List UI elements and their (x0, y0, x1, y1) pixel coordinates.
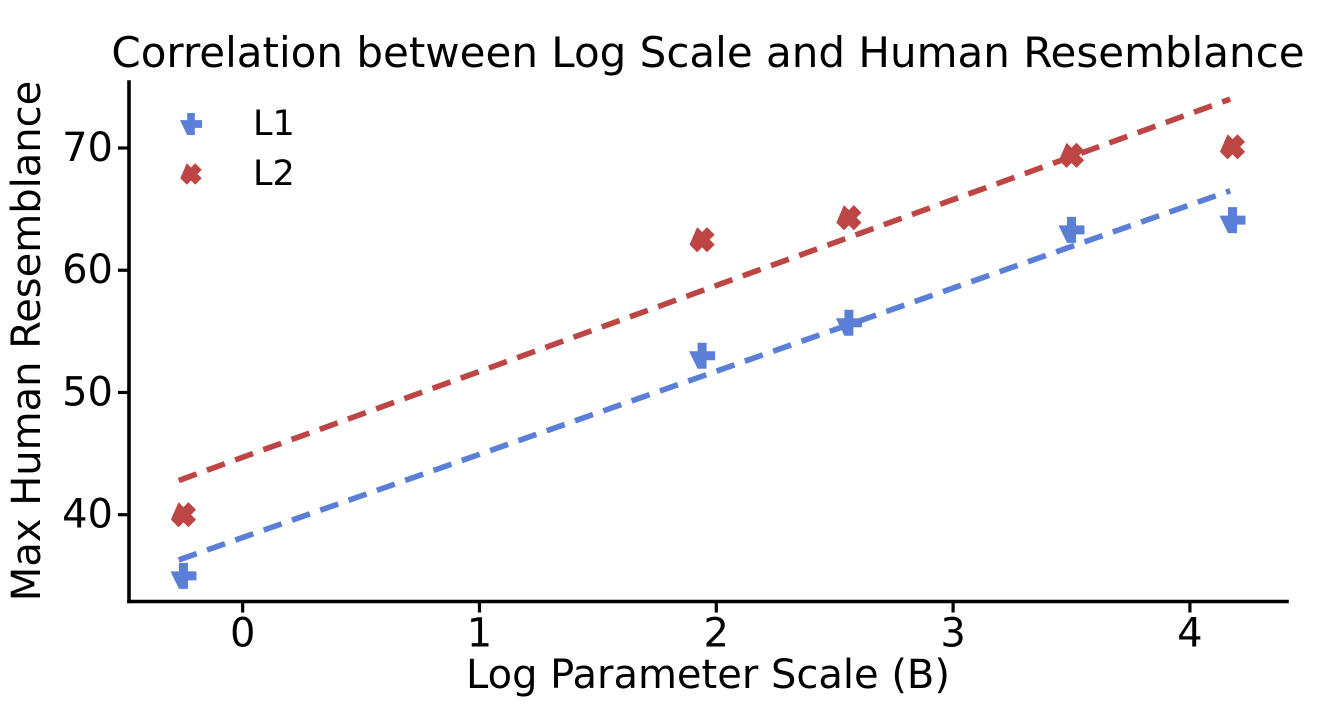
l2-point (170, 502, 197, 528)
l2-point (836, 205, 862, 231)
l1-point (1058, 216, 1085, 243)
y-axis-title: Max Human Resemblance (4, 81, 50, 601)
x-axis-ticks: 0 1 2 3 4 (230, 601, 1203, 657)
x-tick-label: 3 (940, 611, 965, 657)
l1-point (689, 342, 716, 369)
l2-point (689, 227, 715, 253)
y-tick-label: 50 (62, 369, 113, 415)
chart-title: Correlation between Log Scale and Human … (111, 28, 1304, 77)
l1-trend-line (177, 188, 1232, 563)
legend-label-l2: L2 (253, 154, 295, 194)
legend: L1 L2 (179, 104, 295, 194)
y-axis-ticks: 40 50 60 70 (62, 125, 129, 538)
l2-trend-line (177, 96, 1232, 484)
l1-point (1219, 207, 1246, 234)
l2-point (1219, 134, 1246, 160)
data-points-group (170, 134, 1246, 589)
legend-marker-l1 (179, 112, 203, 136)
legend-marker-l2 (180, 163, 202, 185)
y-tick-label: 60 (62, 247, 113, 293)
l1-point (835, 309, 862, 336)
x-tick-label: 2 (704, 611, 729, 657)
y-tick-label: 70 (62, 125, 113, 171)
legend-markers (179, 112, 203, 185)
x-tick-label: 0 (230, 611, 255, 657)
trend-lines-group (177, 96, 1232, 563)
l2-point (1058, 142, 1085, 168)
l1-point (170, 562, 197, 589)
legend-label-l1: L1 (253, 104, 295, 144)
x-axis-title: Log Parameter Scale (B) (466, 652, 950, 698)
x-tick-label: 4 (1177, 611, 1202, 657)
x-tick-label: 1 (467, 611, 492, 657)
y-tick-label: 40 (62, 492, 113, 538)
